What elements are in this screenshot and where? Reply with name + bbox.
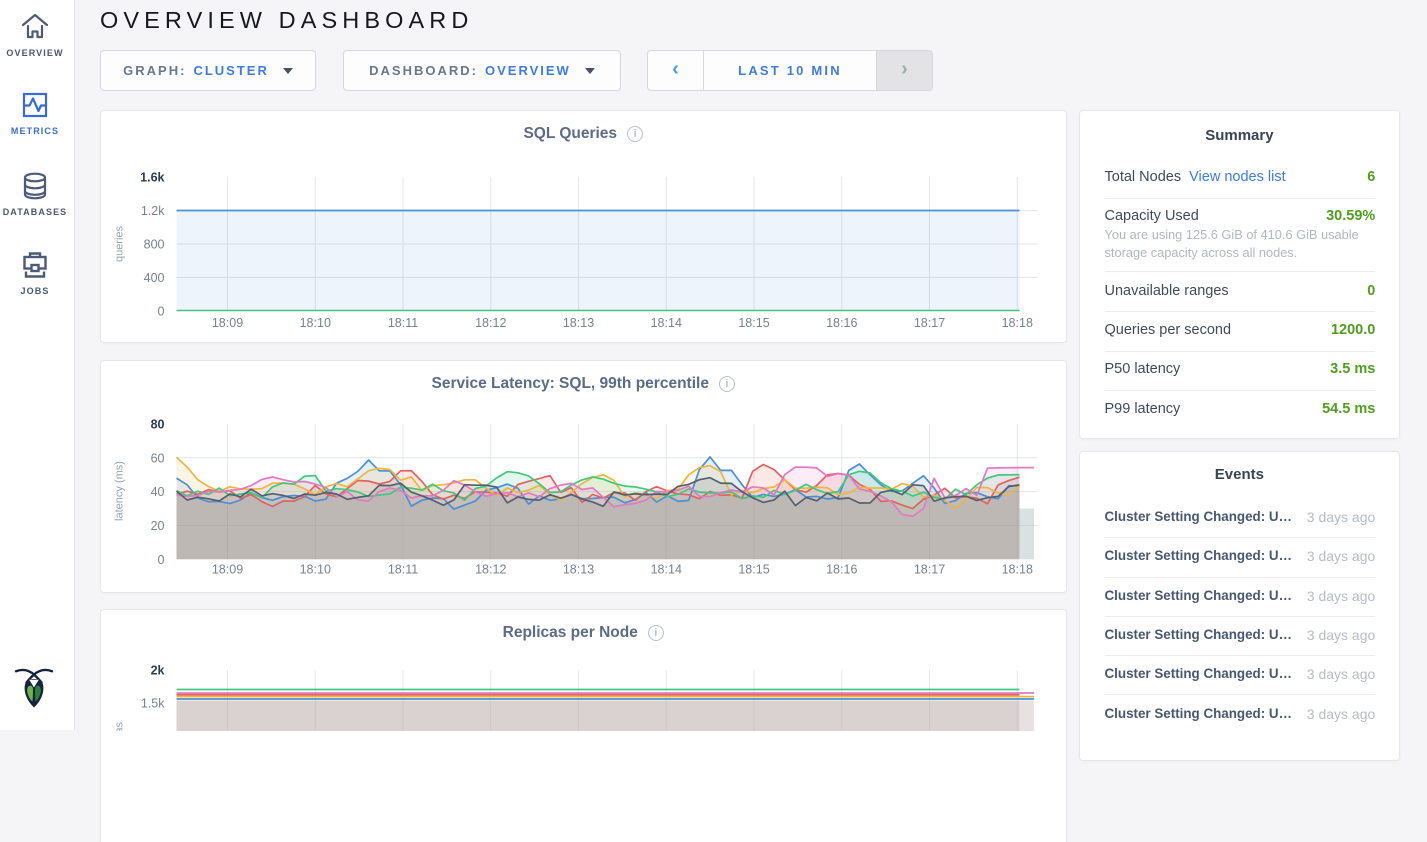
svg-text:1.2k: 1.2k	[140, 204, 164, 218]
svg-text:18:13: 18:13	[562, 562, 593, 576]
svg-text:0: 0	[157, 552, 164, 566]
svg-text:18:10: 18:10	[299, 562, 330, 576]
svg-text:1.6k: 1.6k	[140, 171, 164, 185]
svg-text:20: 20	[150, 518, 164, 532]
svg-text:0: 0	[157, 305, 164, 319]
svg-text:queries: queries	[113, 225, 125, 262]
svg-text:2k: 2k	[150, 664, 164, 678]
svg-text:18:12: 18:12	[475, 562, 506, 576]
svg-text:1.5k: 1.5k	[140, 697, 164, 711]
svg-text:18:15: 18:15	[738, 316, 769, 330]
svg-text:400: 400	[143, 271, 164, 285]
svg-text:18:11: 18:11	[387, 562, 417, 576]
svg-text:40: 40	[150, 485, 164, 499]
svg-text:18:17: 18:17	[913, 562, 944, 576]
svg-text:18:09: 18:09	[211, 316, 242, 330]
svg-text:18:12: 18:12	[475, 316, 506, 330]
svg-text:18:14: 18:14	[650, 316, 681, 330]
svg-text:18:15: 18:15	[738, 562, 769, 576]
svg-text:18:17: 18:17	[913, 316, 944, 330]
svg-text:latency (ms): latency (ms)	[113, 461, 125, 521]
svg-text:60: 60	[150, 451, 164, 465]
svg-text:18:14: 18:14	[650, 562, 681, 576]
svg-text:80: 80	[150, 417, 164, 431]
svg-text:800: 800	[143, 238, 164, 252]
svg-text:18:16: 18:16	[826, 562, 857, 576]
svg-text:18:18: 18:18	[1001, 562, 1032, 576]
svg-text:18:18: 18:18	[1001, 316, 1032, 330]
svg-text:18:10: 18:10	[299, 316, 330, 330]
svg-text:replicas: replicas	[113, 722, 125, 731]
svg-text:18:09: 18:09	[211, 562, 242, 576]
svg-text:18:13: 18:13	[562, 316, 593, 330]
svg-text:18:16: 18:16	[826, 316, 857, 330]
svg-text:18:11: 18:11	[387, 316, 417, 330]
